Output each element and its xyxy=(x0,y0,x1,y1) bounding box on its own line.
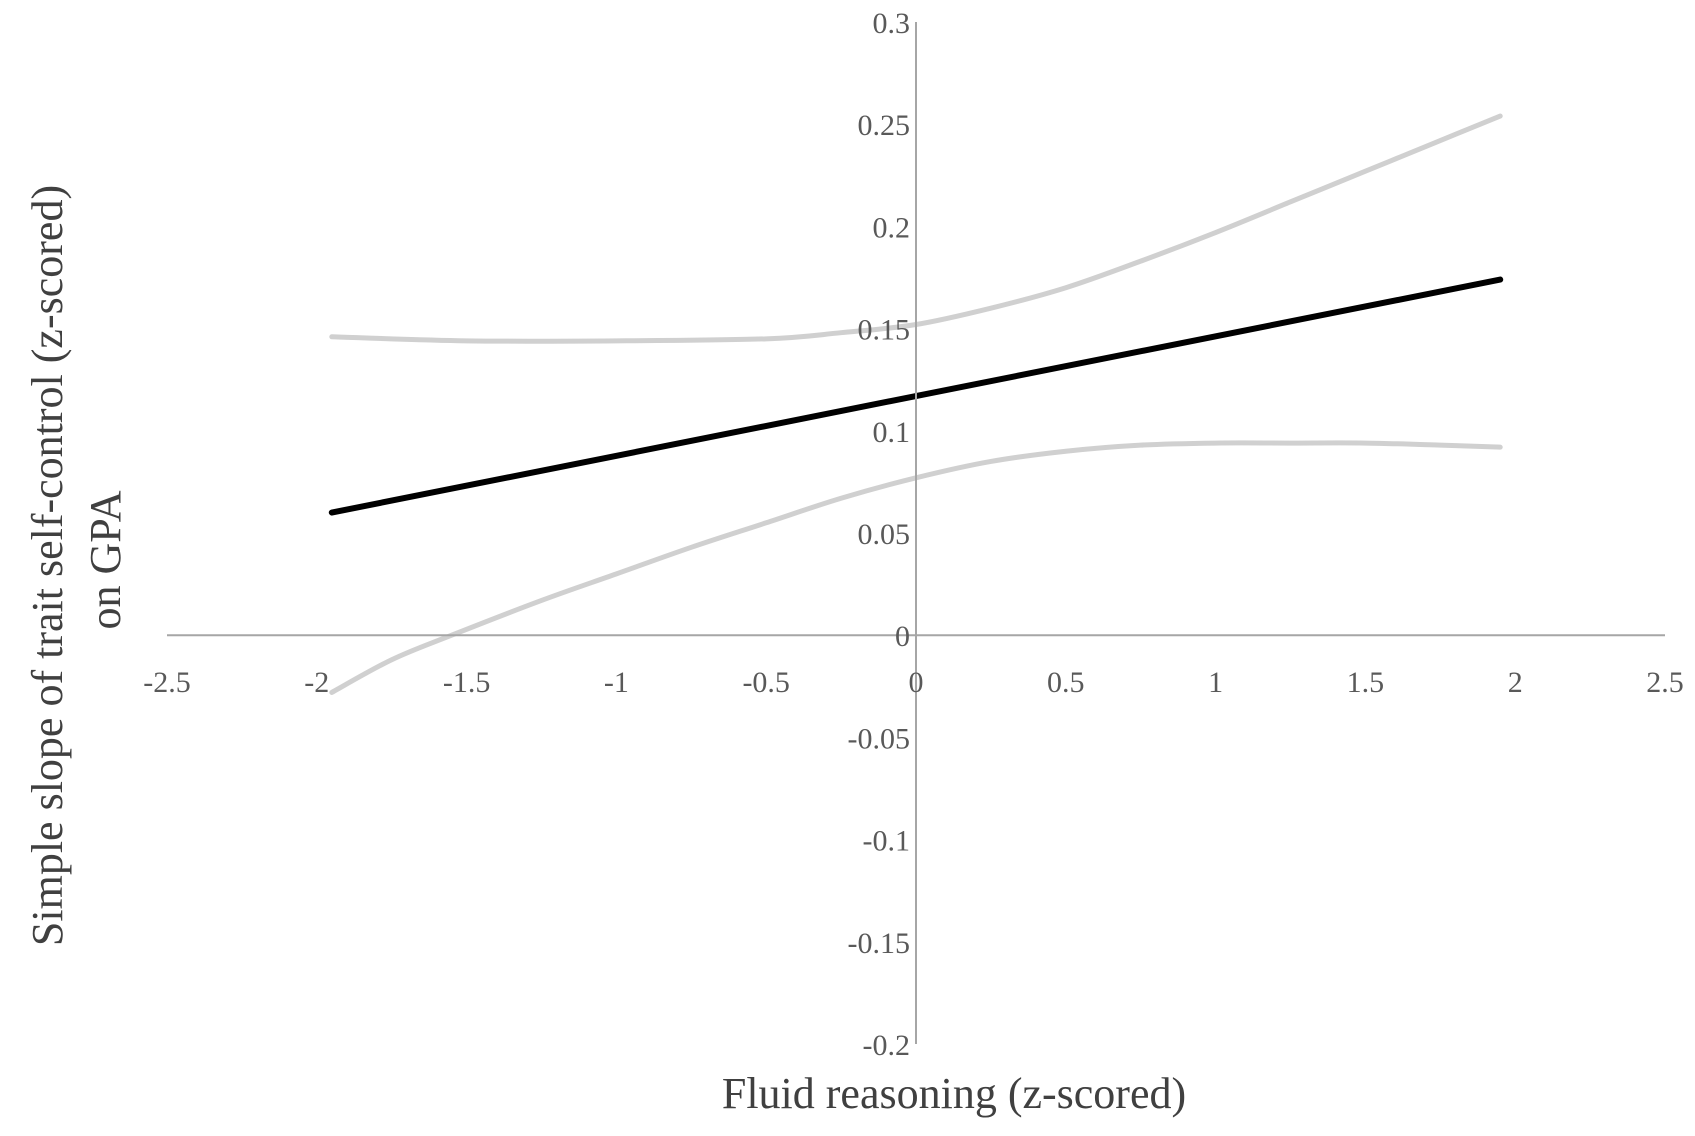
y-tick-label: -0.05 xyxy=(848,722,911,755)
y-tick-label: 0.1 xyxy=(873,416,911,449)
y-tick-label: 0.25 xyxy=(858,109,911,142)
series-line-upper-bound xyxy=(329,113,1503,344)
x-tick-label: -2 xyxy=(304,666,329,699)
y-tick-label: -0.1 xyxy=(863,825,911,858)
y-tick-label: 0 xyxy=(895,620,910,653)
y-axis-title: Simple slope of trait self-control (z-sc… xyxy=(23,174,130,946)
x-tick-label: -2.5 xyxy=(143,666,191,699)
x-tick-label: 1.5 xyxy=(1347,666,1385,699)
y-axis-title-line-1: Simple slope of trait self-control (z-sc… xyxy=(23,185,72,946)
tick-labels-layer: -2.5 -2 -1.5 -1 -0.5 0 0.5 1 1.5 2 2.5 -0.2 -0.15 -0.… xyxy=(143,7,1684,1062)
x-tick-label: 0 xyxy=(909,666,924,699)
x-tick-label: -1.5 xyxy=(443,666,491,699)
x-tick-label: 0.5 xyxy=(1047,666,1085,699)
axes-layer xyxy=(167,22,1665,1044)
y-tick-label: -0.2 xyxy=(863,1029,911,1062)
x-axis-title: Fluid reasoning (z-scored) xyxy=(722,1069,1186,1118)
x-tick-label: 2 xyxy=(1508,666,1523,699)
y-tick-label: -0.15 xyxy=(848,927,911,960)
x-tick-label: -1 xyxy=(604,666,629,699)
y-tick-label: 0.2 xyxy=(873,211,911,244)
y-tick-label: 0.15 xyxy=(858,314,911,347)
y-tick-label: 0.3 xyxy=(873,7,911,40)
x-tick-label: 1 xyxy=(1208,666,1223,699)
x-tick-label: 2.5 xyxy=(1646,666,1684,699)
x-tick-label: -0.5 xyxy=(742,666,790,699)
y-axis-title-line-2: on GPA xyxy=(81,490,130,629)
y-tick-label: 0.05 xyxy=(858,518,911,551)
